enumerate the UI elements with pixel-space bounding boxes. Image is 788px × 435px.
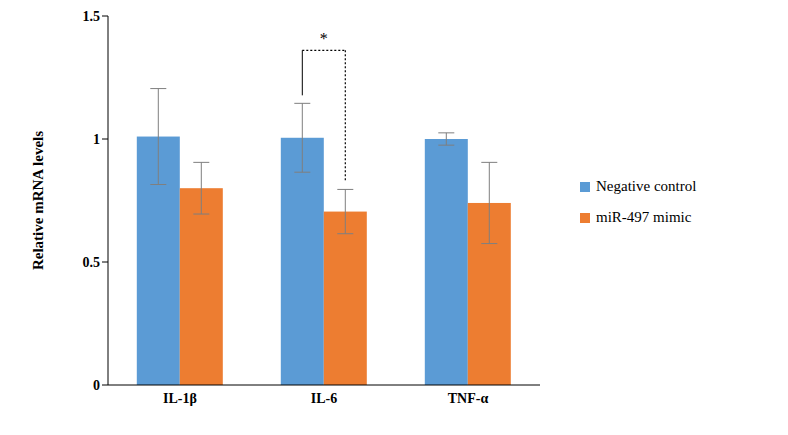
html-text:Negative control: Negative control <box>596 178 697 194</box>
svg-text:1.5: 1.5 <box>83 9 101 24</box>
svg-text:0: 0 <box>93 378 100 393</box>
svg-text:1: 1 <box>93 132 100 147</box>
svg-text:TNF-α: TNF-α <box>448 391 489 406</box>
svg-text:Relative mRNA levels: Relative mRNA levels <box>30 131 46 270</box>
svg-text:IL-6: IL-6 <box>311 391 337 406</box>
html-text:miR-497 mimic: miR-497 mimic <box>596 209 692 225</box>
svg-text:*: * <box>320 30 328 47</box>
svg-text:IL-1β: IL-1β <box>163 391 197 406</box>
svg-text:0.5: 0.5 <box>83 255 101 270</box>
